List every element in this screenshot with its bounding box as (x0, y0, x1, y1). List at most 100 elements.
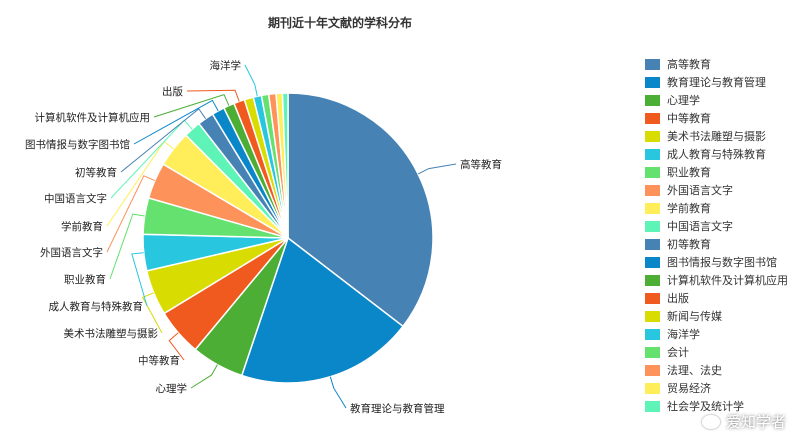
legend-swatch (645, 112, 660, 124)
leader-line (106, 175, 155, 253)
legend-item[interactable]: 海洋学 (645, 325, 808, 343)
legend-swatch (645, 382, 660, 394)
wechat-icon (701, 414, 720, 429)
legend-swatch (645, 184, 660, 196)
legend-label: 新闻与传媒 (667, 310, 722, 323)
legend-swatch (645, 400, 660, 412)
legend-label: 外国语言文字 (667, 184, 733, 197)
legend-label: 法理、法史 (667, 364, 722, 377)
legend-label: 计算机软件及计算机应用 (667, 274, 788, 287)
leader-line (153, 93, 230, 118)
legend-item[interactable]: 外国语言文字 (645, 181, 808, 199)
slice-label: 成人教育与特殊教育 (49, 300, 144, 313)
slice-label: 初等教育 (75, 166, 117, 179)
legend-label: 成人教育与特殊教育 (667, 148, 766, 161)
leader-line (186, 89, 240, 102)
slice-label: 教育理论与教育管理 (350, 402, 445, 415)
leader-line (133, 99, 219, 145)
legend-item[interactable]: 新闻与传媒 (645, 307, 808, 325)
legend-item[interactable]: 图书情报与数字图书馆 (645, 253, 808, 271)
chart-title: 期刊近十年文献的学科分布 (267, 16, 412, 30)
legend-item[interactable]: 社会学及统计学 (645, 397, 808, 415)
legend-item[interactable]: 成人教育与特殊教育 (645, 145, 808, 163)
slice-label: 学前教育 (61, 220, 103, 233)
legend-item[interactable]: 出版 (645, 289, 808, 307)
legend-swatch (645, 238, 660, 250)
legend-swatch (645, 256, 660, 268)
legend-swatch (645, 328, 660, 340)
legend-item[interactable]: 高等教育 (645, 55, 808, 73)
leader-line (417, 163, 457, 175)
legend-label: 教育理论与教育管理 (667, 76, 766, 89)
legend-label: 美术书法雕塑与摄影 (667, 130, 766, 143)
legend-label: 心理学 (667, 94, 700, 107)
legend-label: 出版 (667, 292, 689, 305)
slice-label: 外国语言文字 (40, 246, 103, 259)
legend-item[interactable]: 职业教育 (645, 163, 808, 181)
legend-swatch (645, 202, 660, 214)
label-leader-lines (106, 64, 457, 409)
slice-label: 海洋学 (210, 59, 242, 72)
legend-item[interactable]: 计算机软件及计算机应用 (645, 271, 808, 289)
legend-item[interactable]: 会计 (645, 343, 808, 361)
legend-swatch (645, 364, 660, 376)
leader-line (329, 376, 347, 409)
legend-swatch (645, 130, 660, 142)
legend-swatch (645, 220, 660, 232)
legend-swatch (645, 76, 660, 88)
legend-item[interactable]: 法理、法史 (645, 361, 808, 379)
legend-swatch (645, 310, 660, 322)
legend-label: 贸易经济 (667, 382, 711, 395)
pie-slice[interactable] (281, 92, 289, 239)
legend-item[interactable]: 中等教育 (645, 109, 808, 127)
slice-label: 出版 (162, 85, 183, 98)
legend-label: 职业教育 (667, 166, 711, 179)
slice-label: 中等教育 (138, 354, 180, 367)
pie-slice[interactable] (287, 92, 434, 328)
legend-swatch (645, 166, 660, 178)
legend-item[interactable]: 学前教育 (645, 199, 808, 217)
legend-swatch (645, 292, 660, 304)
legend-item[interactable]: 贸易经济 (645, 379, 808, 397)
leader-line (168, 332, 185, 361)
legend-swatch (645, 58, 660, 70)
legend-label: 会计 (667, 346, 689, 359)
legend-label: 社会学及统计学 (667, 400, 744, 413)
slice-label: 图书情报与数字图书馆 (25, 138, 130, 151)
legend-swatch (645, 346, 660, 358)
slice-label: 心理学 (156, 382, 188, 395)
legend-label: 学前教育 (667, 202, 711, 215)
legend-item[interactable]: 初等教育 (645, 235, 808, 253)
slice-label: 计算机软件及计算机应用 (35, 111, 151, 124)
legend-label: 高等教育 (667, 58, 711, 71)
watermark: 爱知学者 (701, 411, 786, 432)
pie-slice[interactable] (240, 236, 405, 384)
legend-swatch (645, 148, 660, 160)
legend-swatch (645, 274, 660, 286)
leader-line (244, 64, 258, 97)
leader-line (109, 213, 145, 280)
slice-label: 高等教育 (460, 158, 502, 171)
leader-line (190, 364, 218, 389)
legend-label: 海洋学 (667, 328, 700, 341)
leader-line (131, 252, 148, 307)
legend-swatch (645, 94, 660, 106)
slice-label: 美术书法雕塑与摄影 (64, 327, 159, 340)
legend-label: 初等教育 (667, 238, 711, 251)
legend-item[interactable]: 中国语言文字 (645, 217, 808, 235)
legend-item[interactable]: 心理学 (645, 91, 808, 109)
slice-label: 中国语言文字 (44, 192, 107, 205)
legend-label: 中等教育 (667, 112, 711, 125)
leader-line (120, 108, 207, 173)
pie-slices (142, 92, 434, 384)
legend-label: 中国语言文字 (667, 220, 733, 233)
legend-item[interactable]: 教育理论与教育管理 (645, 73, 808, 91)
slice-label: 职业教育 (64, 273, 106, 286)
watermark-text: 爱知学者 (725, 413, 786, 431)
legend-label: 图书情报与数字图书馆 (667, 256, 777, 269)
leader-line (141, 292, 163, 334)
legend-item[interactable]: 美术书法雕塑与摄影 (645, 127, 808, 145)
legend: 高等教育教育理论与教育管理 心理学中等教育美术书法雕塑与摄影 成人教育与特殊教育 职业… (645, 55, 808, 415)
